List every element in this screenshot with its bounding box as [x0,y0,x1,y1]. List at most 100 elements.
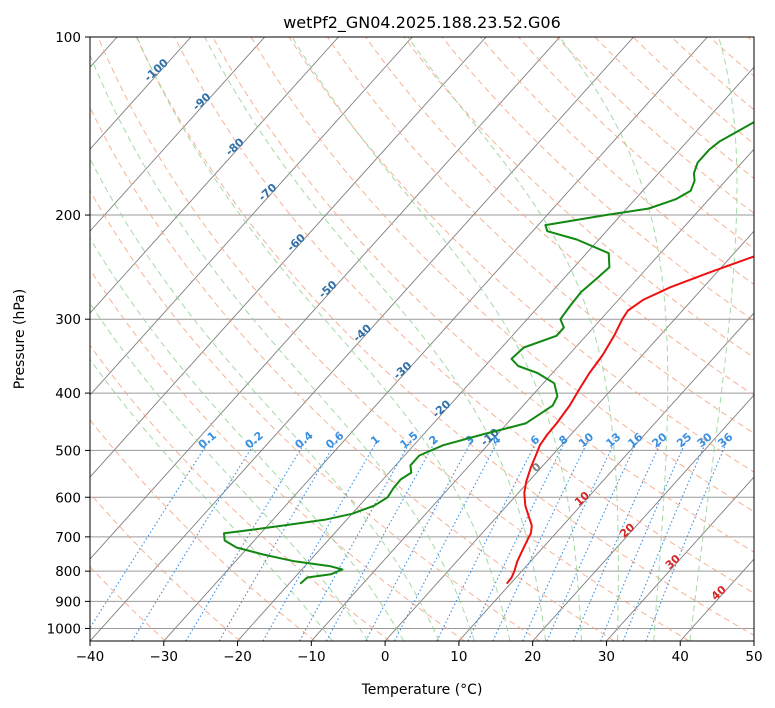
mixing-ratio-line [394,439,500,641]
mixing-ratio-line [185,439,307,641]
dry-adiabat-line [479,37,754,286]
mixing-ratio-label: 0.2 [243,429,266,451]
mixing-ratio-line [492,439,589,641]
plot-frame [89,36,755,642]
isotherm-label: -90 [190,90,214,113]
isotherm-line [90,37,634,641]
isotherm-line [384,230,754,641]
moist-adiabat-line [559,37,669,641]
mixing-ratio-line [622,439,708,641]
x-tick-label: 40 [672,649,689,665]
isotherm-line [90,37,339,314]
mixing-ratio-line [262,439,379,641]
isotherm-line [606,476,754,641]
isotherm-line [90,37,192,150]
moist-adiabat-line [136,37,511,641]
mixing-ratio-label: 1.5 [397,429,420,451]
x-tick-label: −30 [150,649,179,665]
dewpoint-profile [223,120,754,585]
dry-adiabat-line [365,37,754,396]
isotherm-label: -100 [142,56,171,84]
x-tick-label: 20 [524,649,541,665]
mixing-ratio-label: 36 [715,430,735,450]
isotherm-line [458,312,754,641]
y-tick-label: 1000 [47,621,81,637]
x-tick-label: −40 [76,649,105,665]
y-tick-label: 500 [55,443,81,459]
dry-adiabat-line [326,37,754,434]
x-axis: −40 −30 −20 −10 0 10 20 30 40 50 [76,641,763,665]
mixing-ratio-line [131,439,257,641]
isotherm-label: -50 [316,278,340,301]
x-tick-label: 0 [381,649,390,665]
isotherm-label: -80 [223,135,247,158]
x-tick-label: −20 [223,649,252,665]
moist-adiabats [90,37,738,641]
moist-adiabat-line [90,157,440,641]
mixing-ratio-line [218,439,338,641]
isotherm-label: -20 [430,397,454,420]
dry-adiabat-line [212,37,754,553]
dry-adiabat-line [441,37,754,322]
mixing-ratio-label: 25 [674,430,694,450]
isobars [90,37,754,629]
dry-adiabat-line [632,37,754,145]
x-axis-label: Temperature (°C) [361,682,483,698]
isotherm-line [310,148,754,641]
dry-adiabat-line [403,37,754,359]
dry-adiabat-line [709,37,754,77]
y-tick-label: 800 [55,564,81,580]
isotherm-line [237,66,754,641]
y-tick-label: 600 [55,490,81,506]
mixing-ratio-line [467,439,567,641]
x-tick-label: 10 [450,649,467,665]
moist-adiabat-line [90,237,405,641]
isotherm-line [753,640,754,641]
dry-adiabat-line [90,419,316,641]
dry-adiabat-line [90,189,540,641]
y-axis: 100 200 300 400 500 600 700 800 900 1000 [47,30,90,637]
mixing-ratio-label: 0.1 [196,429,219,451]
y-tick-label: 700 [55,530,81,546]
mixing-ratio-line [325,439,437,641]
mixing-ratio-line [365,439,473,641]
dry-adiabat-line [97,37,690,641]
mixing-ratio-label: 1 [368,433,382,448]
mixing-ratio-line [522,439,617,641]
mixing-ratio-label: 20 [650,430,670,450]
x-tick-label: 50 [745,649,762,665]
mixing-ratio-line [600,439,688,641]
dry-adiabat-line [556,37,754,214]
y-axis-label: Pressure (hPa) [12,289,28,389]
mixing-ratio-line [645,439,729,641]
moist-adiabat-line [90,53,475,641]
moist-adiabat-line [689,37,738,641]
y-tick-label: 100 [55,30,81,46]
x-tick-label: −10 [297,649,326,665]
mixing-ratio-label: 13 [603,430,623,450]
isotherm-line [90,37,266,232]
dry-adiabat-line [594,37,754,179]
isotherm-line [90,37,413,396]
y-tick-label: 400 [55,386,81,402]
isotherm-line [90,37,487,478]
isotherm-line [532,394,754,641]
mixing-ratio-line [436,439,538,641]
dry-adiabats [90,37,754,641]
moist-adiabat-label: 10 [572,489,592,509]
isotherm-label: -40 [351,321,375,344]
chart-title: wetPf2_GN04.2025.188.23.52.G06 [283,13,561,33]
mixing-ratio-line [572,439,663,641]
mixing-ratio-label: 10 [576,430,596,450]
dry-adiabat-line [670,37,754,111]
dry-adiabat-line [90,492,241,641]
moist-adiabat-line [204,37,547,641]
plot-area: 0.1 0.2 0.4 0.6 1 1.5 2 3 4 6 8 10 13 16 20 25 30 36 -100… [90,37,754,641]
x-tick-label: 30 [598,649,615,665]
isotherm-label: -70 [256,181,280,204]
moist-adiabat-line [291,37,582,641]
mixing-ratio-line [546,439,639,641]
mixing-ratio-line [299,439,412,641]
sounding-series [223,120,754,585]
